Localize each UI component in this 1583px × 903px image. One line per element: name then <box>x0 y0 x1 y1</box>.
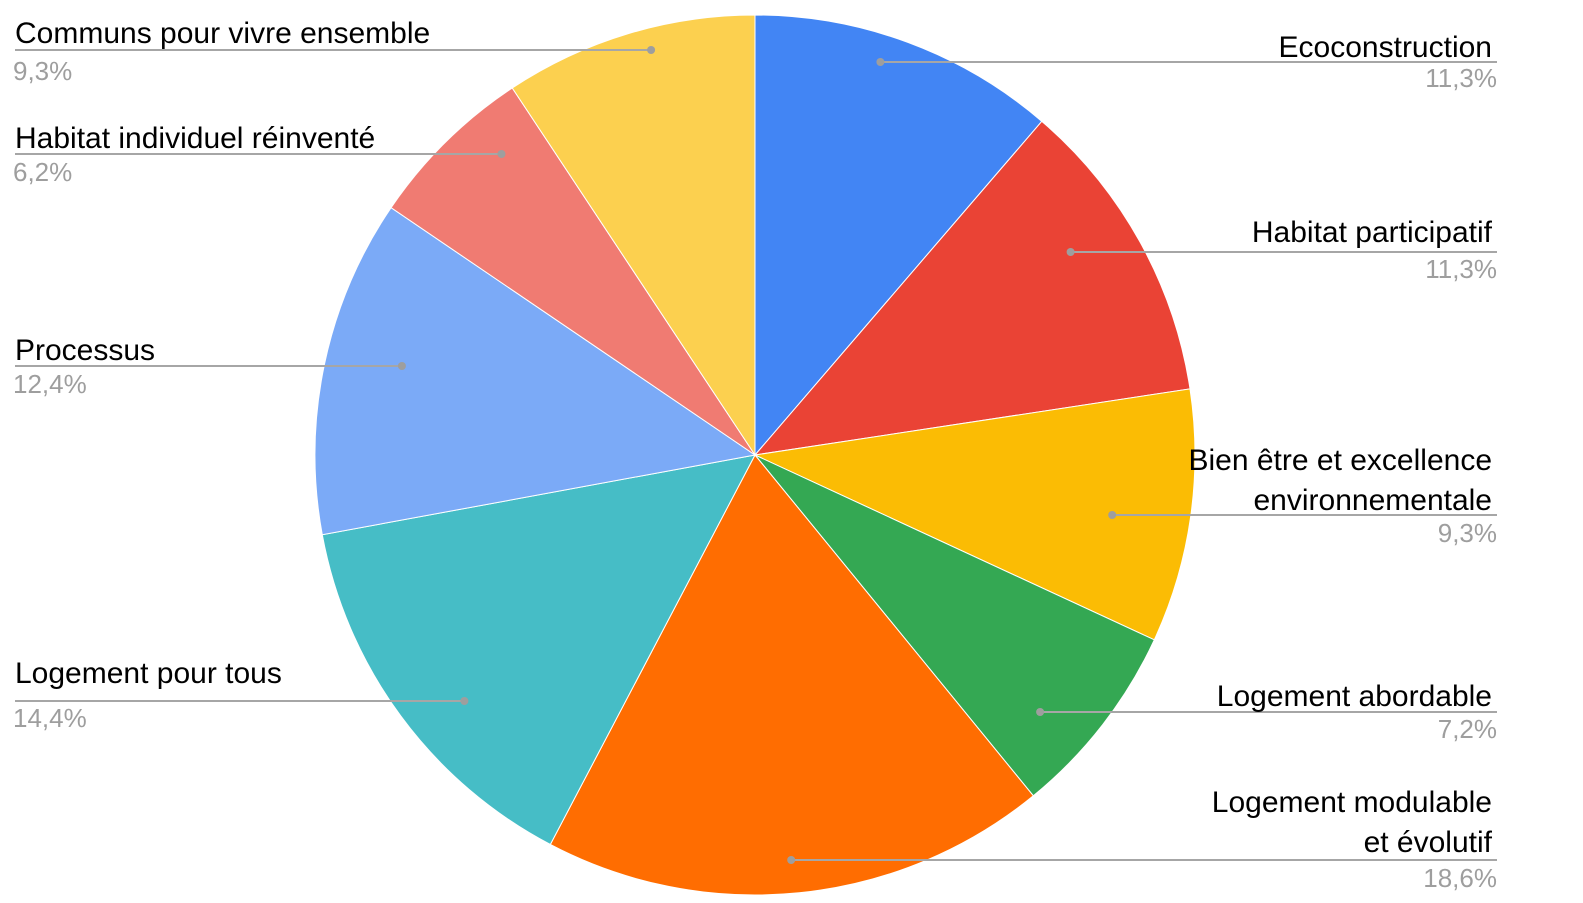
leader-dot-1 <box>876 58 885 66</box>
slice-label-2: Habitat participatif <box>1252 216 1493 249</box>
leader-dot-8 <box>497 150 506 158</box>
slice-label-8: Habitat individuel réinventé <box>15 122 375 155</box>
leader-dot-2 <box>1066 248 1075 256</box>
slice-percent-5: 18,6% <box>1423 863 1497 893</box>
slice-percent-2: 11,3% <box>1425 254 1497 284</box>
slice-percent-8: 6,2% <box>13 157 72 187</box>
slice-percent-6: 14,4% <box>13 703 87 733</box>
slice-percent-9: 9,3% <box>13 56 72 86</box>
pie-slice-2 <box>753 120 1191 456</box>
slice-label-3-line-2: environnementale <box>1254 484 1493 517</box>
leader-dot-9 <box>647 46 656 54</box>
pie-slice-3 <box>753 388 1196 641</box>
slice-label-4: Logement abordable <box>1217 680 1492 713</box>
slice-label-7: Processus <box>15 334 155 367</box>
leader-dot-6 <box>460 697 469 705</box>
slice-label-5-line-2: et évolutif <box>1364 826 1493 859</box>
leader-dot-3 <box>1108 511 1117 519</box>
pie-slice-6 <box>321 454 756 846</box>
slice-percent-1: 11,3% <box>1425 63 1497 93</box>
slice-percent-4: 7,2% <box>1438 714 1497 744</box>
slice-label-3-line-1: Bien être et excellence <box>1188 444 1492 477</box>
slice-label-6: Logement pour tous <box>15 657 282 690</box>
slice-label-9: Communs pour vivre ensemble <box>15 17 430 50</box>
pie-slice-1 <box>754 14 1043 457</box>
slice-percent-7: 12,4% <box>13 369 87 399</box>
pie-slice-7 <box>314 206 757 536</box>
pie-slice-8 <box>390 87 756 456</box>
pie-slice-4 <box>754 454 1155 797</box>
leader-dot-4 <box>1036 708 1045 716</box>
slice-label-5-line-1: Logement modulable <box>1212 786 1492 819</box>
leader-dot-7 <box>397 362 406 370</box>
pie-slices <box>314 14 1196 896</box>
leader-dot-5 <box>787 856 796 864</box>
slice-label-1: Ecoconstruction <box>1279 31 1492 64</box>
slice-percent-3: 9,3% <box>1438 518 1497 548</box>
pie-slice-5 <box>549 454 1035 896</box>
pie-slice-9 <box>511 14 756 457</box>
